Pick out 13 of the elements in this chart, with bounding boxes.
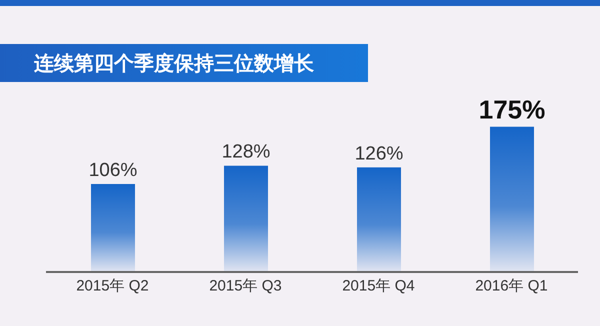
data-label: 106% <box>88 160 138 181</box>
data-label: 126% <box>354 143 404 164</box>
data-label: 128% <box>222 142 270 163</box>
bar <box>357 167 401 272</box>
data-label: 175% <box>478 94 546 125</box>
bar <box>490 126 534 272</box>
chart-title: 连续第四个季度保持三位数增长 <box>0 44 368 82</box>
bar <box>224 166 268 272</box>
bar <box>91 184 135 272</box>
x-tick-label: 2015年 Q2 <box>76 278 149 295</box>
x-tick-label: 2015年 Q4 <box>342 278 415 295</box>
x-tick-label: 2016年 Q1 <box>475 278 548 295</box>
x-tick-label: 2015年 Q3 <box>209 278 282 295</box>
